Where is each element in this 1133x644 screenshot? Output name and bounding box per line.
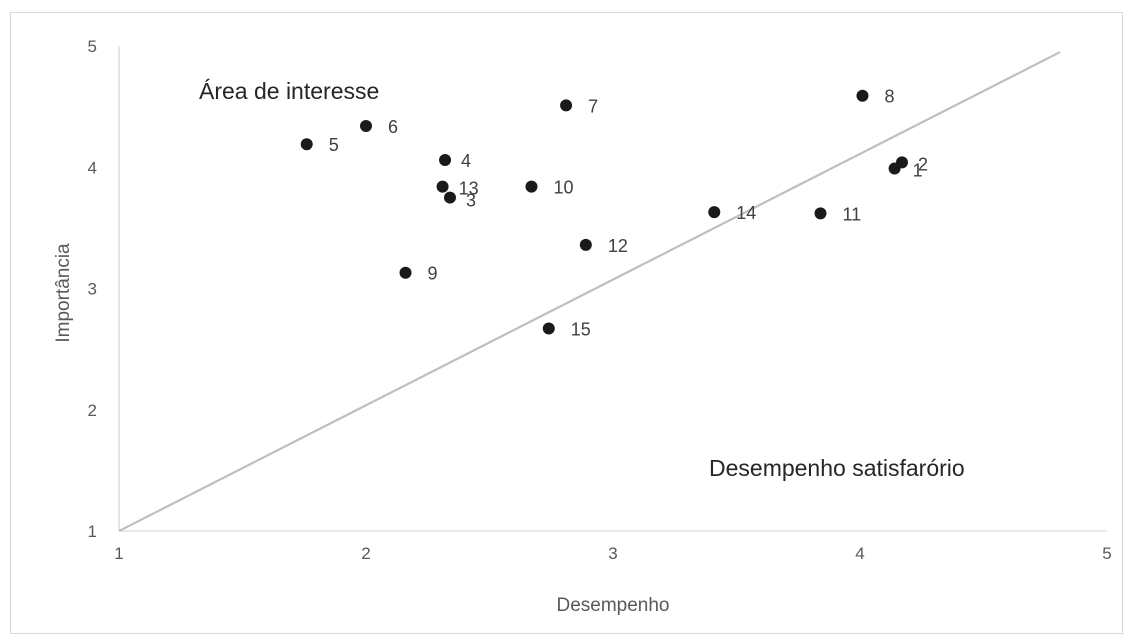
y-axis-title: Importância: [53, 243, 74, 343]
annotation-desempenho-satisfatorio: Desempenho satisfarório: [709, 455, 965, 481]
point-label-15: 15: [571, 320, 591, 340]
x-tick-label: 5: [1102, 544, 1111, 563]
y-tick-label: 1: [88, 522, 97, 541]
annotation-area-de-interesse: Área de interesse: [199, 78, 379, 104]
x-tick-label: 1: [114, 544, 123, 563]
y-tick-label: 4: [88, 158, 97, 177]
x-tick-label: 3: [608, 544, 617, 563]
data-point-5: [300, 138, 313, 151]
data-point-9: [399, 266, 412, 279]
data-point-15: [542, 322, 555, 335]
point-label-9: 9: [428, 264, 438, 284]
data-point-10: [525, 180, 538, 193]
point-label-4: 4: [461, 151, 471, 171]
data-point-6: [360, 120, 372, 133]
data-points: [300, 89, 908, 335]
y-tick-label: 3: [88, 280, 97, 299]
data-point-4: [439, 153, 452, 166]
point-label-10: 10: [553, 178, 573, 198]
data-point-14: [708, 206, 721, 219]
point-label-8: 8: [884, 87, 894, 107]
data-point-2: [895, 156, 908, 169]
point-label-14: 14: [736, 203, 756, 223]
reference-line-group: [118, 51, 1061, 532]
y-tick-label: 5: [88, 37, 97, 56]
x-tick-label: 4: [855, 544, 864, 563]
data-point-11: [814, 207, 827, 220]
point-label-5: 5: [329, 135, 339, 155]
point-label-11: 11: [842, 204, 861, 224]
point-label-12: 12: [608, 236, 628, 256]
data-point-13: [436, 180, 449, 193]
point-label-1: 1: [913, 160, 923, 180]
data-point-8: [856, 89, 869, 102]
point-label-6: 6: [388, 117, 398, 137]
y-tick-label: 2: [88, 401, 97, 420]
x-tick-label: 2: [361, 544, 370, 563]
reference-line: [118, 51, 1061, 532]
data-point-12: [579, 238, 592, 251]
data-point-3: [443, 191, 456, 204]
x-axis-title: Desempenho: [556, 595, 669, 616]
point-label-7: 7: [588, 96, 598, 116]
data-point-7: [560, 99, 573, 112]
point-label-3: 3: [466, 191, 476, 211]
point-label-2: 2: [918, 154, 928, 174]
point-label-13: 13: [459, 179, 479, 199]
